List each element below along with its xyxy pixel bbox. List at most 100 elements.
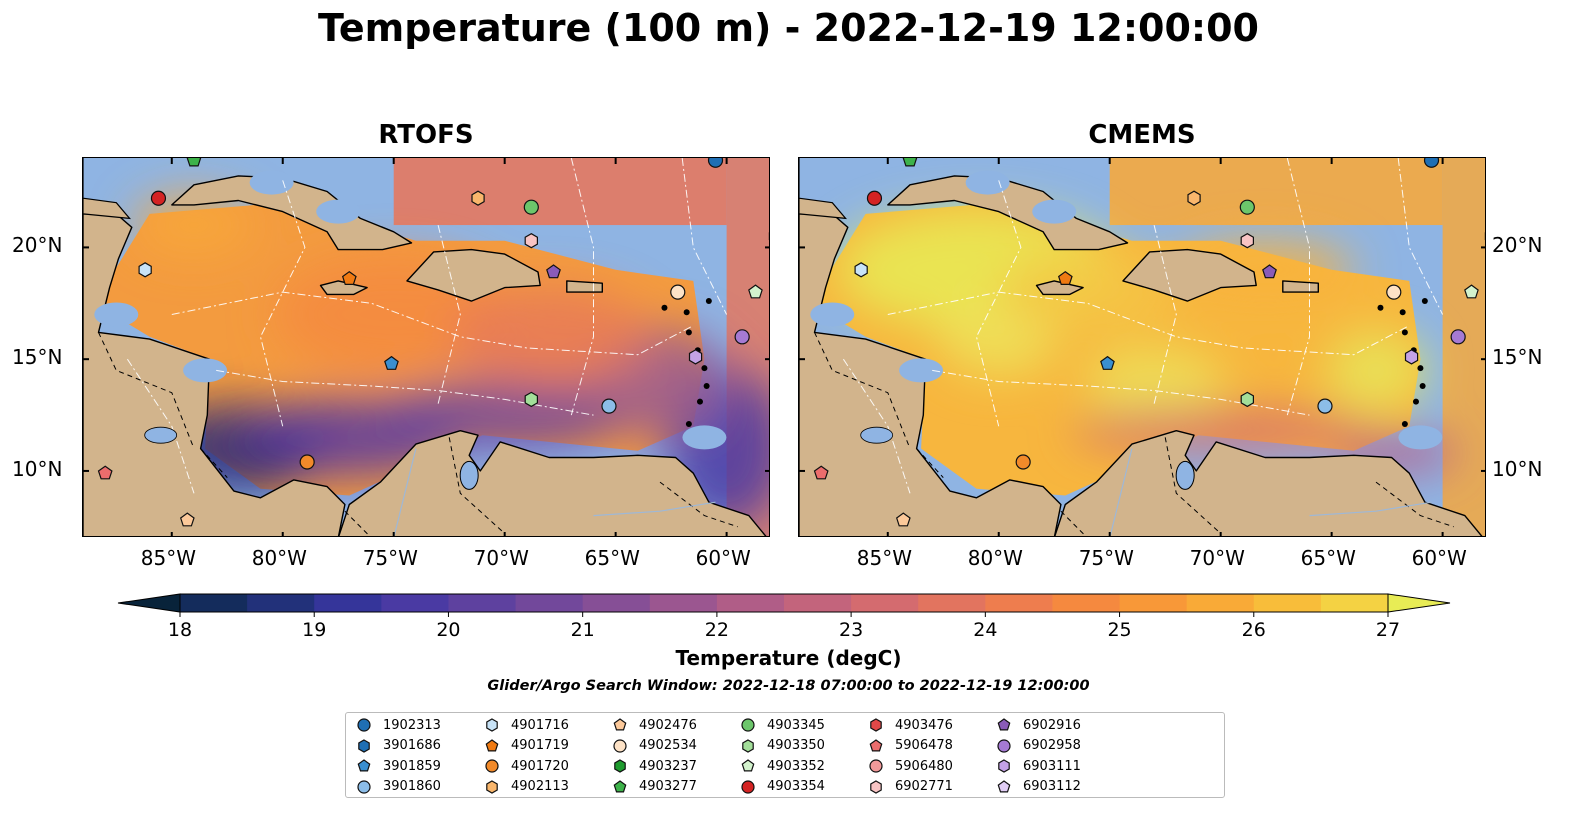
float-marker-4903345[interactable] xyxy=(1239,199,1255,215)
float-marker-6902958[interactable] xyxy=(734,329,750,345)
float-marker-4901720[interactable] xyxy=(299,454,315,470)
float-marker-4903354[interactable] xyxy=(150,190,167,206)
float-marker-6902916[interactable] xyxy=(546,264,561,279)
float-marker-4903345[interactable] xyxy=(523,199,539,215)
legend-label: 6902916 xyxy=(1023,717,1081,733)
legend-label: 3901859 xyxy=(383,758,441,774)
legend-marker-icon xyxy=(614,759,626,773)
float-marker-4902534[interactable] xyxy=(670,284,686,300)
lon-tick-label: 70°W xyxy=(473,546,529,570)
colorbar-tick-label: 20 xyxy=(436,619,461,641)
float-marker-6902771[interactable] xyxy=(1240,233,1254,249)
rtofs-map[interactable] xyxy=(82,157,770,537)
lon-tick-label: 60°W xyxy=(695,546,751,570)
legend-entry: 4901720 xyxy=(482,756,569,776)
legend-marker-icon xyxy=(358,738,370,753)
legend-marker-icon xyxy=(997,738,1011,753)
float-marker-3901860[interactable] xyxy=(601,398,617,414)
legend-marker-icon xyxy=(741,779,755,794)
float-marker-6902958[interactable] xyxy=(1450,329,1466,345)
legend-entry: 3901860 xyxy=(354,777,441,797)
float-legend: 1902313 3901686 3901859 3901860 4901716 49017… xyxy=(345,712,1225,798)
float-marker-4901716[interactable] xyxy=(138,262,152,278)
float-marker-3901860[interactable] xyxy=(1317,398,1333,414)
legend-entry: 4903237 xyxy=(610,756,697,776)
legend-marker-icon xyxy=(486,779,498,794)
legend-entry: 5906480 xyxy=(866,756,953,776)
float-marker-4902476[interactable] xyxy=(179,512,195,527)
float-marker-4902476[interactable] xyxy=(895,512,911,527)
float-marker-3901686[interactable] xyxy=(1484,229,1486,243)
legend-entry: 4903354 xyxy=(738,777,825,797)
float-marker-4901719[interactable] xyxy=(341,270,357,286)
float-marker-3901859[interactable] xyxy=(384,355,399,370)
lon-tick-label: 65°W xyxy=(584,546,640,570)
float-marker-4903352[interactable] xyxy=(748,284,763,299)
legend-entry: 6903112 xyxy=(994,777,1081,797)
colorbar-segment xyxy=(448,594,517,612)
legend-entry: 4902534 xyxy=(610,736,697,756)
map-canvas xyxy=(83,158,770,536)
legend-marker-icon xyxy=(869,759,883,773)
float-marker-4903350[interactable] xyxy=(524,391,538,408)
float-marker-4901720[interactable] xyxy=(1015,454,1031,470)
legend-marker-icon xyxy=(870,718,882,732)
legend-entry: 4901719 xyxy=(482,736,569,756)
float-marker-6903111[interactable] xyxy=(688,349,703,365)
colorbar-tick-label: 24 xyxy=(973,619,998,641)
lon-tick-label: 80°W xyxy=(967,546,1023,570)
float-marker-4903277[interactable] xyxy=(186,158,202,167)
legend-entry: 4903350 xyxy=(738,736,825,756)
legend-label: 6903111 xyxy=(1023,758,1081,774)
float-marker-4903350[interactable] xyxy=(1240,391,1254,408)
colorbar-segment xyxy=(649,594,718,612)
float-marker-3901686[interactable] xyxy=(768,229,770,243)
float-marker-4901719[interactable] xyxy=(1057,270,1073,286)
lon-tick-label: 75°W xyxy=(1078,546,1134,570)
colorbar-tick-label: 19 xyxy=(302,619,327,641)
legend-marker-icon xyxy=(998,759,1010,773)
legend-label: 5906480 xyxy=(895,758,953,774)
legend-label: 4902113 xyxy=(511,779,569,794)
legend-label: 3901686 xyxy=(383,738,441,753)
lat-tick-label: 20°N xyxy=(1492,233,1543,258)
float-marker-1902313[interactable] xyxy=(1423,158,1440,168)
figure-title: Temperature (100 m) - 2022-12-19 12:00:0… xyxy=(317,6,1259,50)
colorbar-segment xyxy=(515,594,584,612)
float-marker-3901859[interactable] xyxy=(1100,355,1115,370)
float-marker-1902313[interactable] xyxy=(707,158,724,168)
float-marker-6902771[interactable] xyxy=(524,233,538,249)
search-window-note: Glider/Argo Search Window: 2022-12-18 07… xyxy=(487,678,1090,694)
legend-marker-icon xyxy=(997,779,1011,792)
float-marker-5906478[interactable] xyxy=(813,465,829,480)
colorbar-segment xyxy=(1052,594,1121,612)
legend-label: 6903112 xyxy=(1023,779,1081,794)
legend-marker-icon xyxy=(613,738,627,753)
float-marker-4902534[interactable] xyxy=(1386,284,1402,300)
colorbar-segment xyxy=(851,594,919,612)
float-marker-5906478[interactable] xyxy=(97,465,113,480)
float-marker-4903354[interactable] xyxy=(866,190,883,206)
legend-entry: 4903476 xyxy=(866,715,953,735)
float-marker-4901716[interactable] xyxy=(854,262,868,278)
float-marker-4903277[interactable] xyxy=(902,158,918,167)
legend-entry: 4903345 xyxy=(738,715,825,735)
float-marker-4903352[interactable] xyxy=(1464,284,1479,299)
legend-marker-icon xyxy=(870,779,882,794)
legend-entry: 4901716 xyxy=(482,715,569,735)
legend-entry: 1902313 xyxy=(354,715,441,735)
legend-label: 4903277 xyxy=(639,779,697,794)
float-marker-4902113[interactable] xyxy=(1187,190,1201,206)
panel-title-rtofs: RTOFS xyxy=(378,120,474,150)
lon-tick-label: 85°W xyxy=(140,546,196,570)
float-marker-6903111[interactable] xyxy=(1404,349,1419,365)
legend-label: 4901719 xyxy=(511,738,569,753)
legend-entry: 3901859 xyxy=(354,756,441,776)
cmems-map[interactable] xyxy=(798,157,1486,537)
colorbar-segment xyxy=(1253,594,1322,612)
legend-label: 4903237 xyxy=(639,758,697,774)
legend-entry: 4903352 xyxy=(738,756,825,776)
float-marker-4902113[interactable] xyxy=(471,190,485,206)
legend-label: 4903345 xyxy=(767,717,825,733)
float-marker-6902916[interactable] xyxy=(1262,264,1277,279)
